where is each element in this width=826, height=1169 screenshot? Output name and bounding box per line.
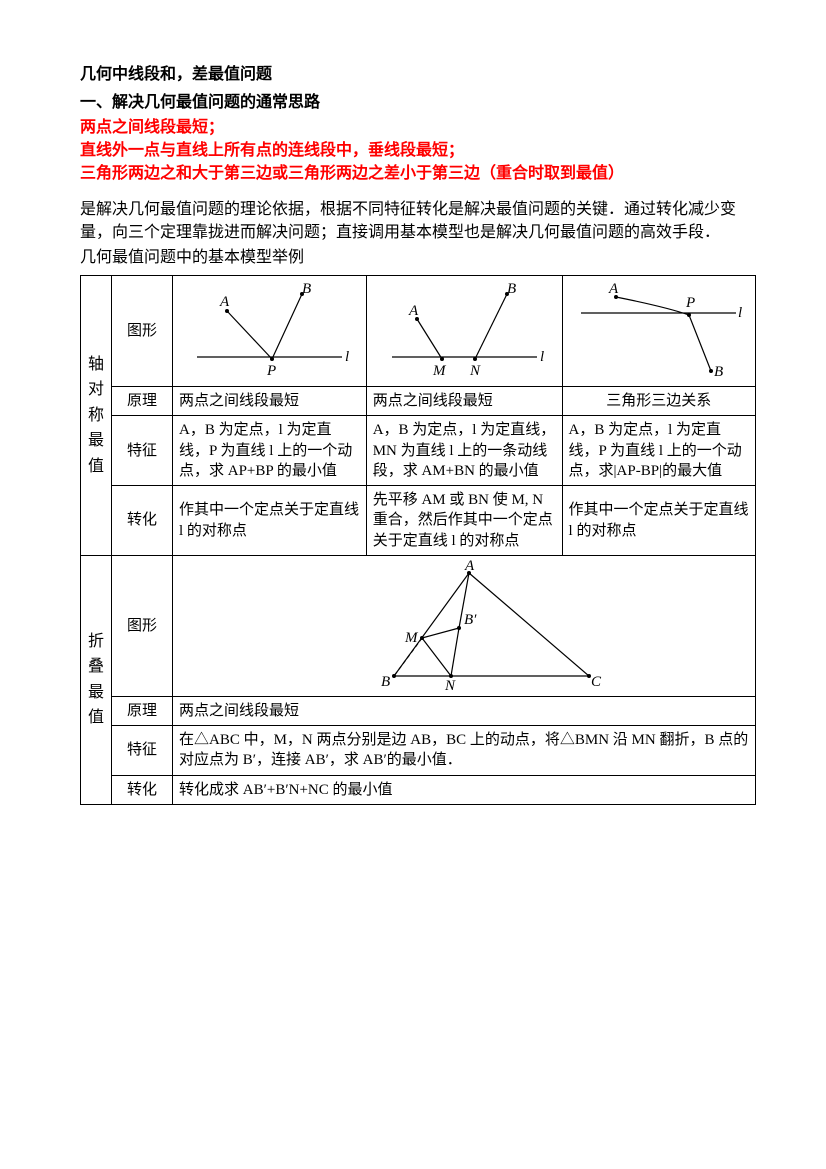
svg-text:M: M <box>404 630 419 646</box>
svg-text:A: A <box>608 281 619 297</box>
paragraph-1: 是解决几何最值问题的理论依据，根据不同特征转化是解决最值问题的关键．通过转化减少… <box>80 198 756 244</box>
fig2-cell: A B M N l <box>366 276 562 387</box>
svg-text:M: M <box>432 363 447 379</box>
svg-text:A: A <box>408 303 419 319</box>
axis-principle-2: 两点之间线段最短 <box>366 387 562 416</box>
paragraph-2: 几何最值问题中的基本模型举例 <box>80 246 756 269</box>
svg-text:B: B <box>714 364 723 380</box>
svg-text:B: B <box>507 281 516 297</box>
svg-text:P: P <box>685 295 695 311</box>
label-fold-fig: 图形 <box>112 555 173 696</box>
row-fold-feature: 特征 在△ABC 中，M，N 两点分别是边 AB，BC 上的动点，将△BMN 沿… <box>81 726 756 776</box>
vheader-axis: 轴 对 称 最 值 <box>81 276 112 556</box>
svg-text:B: B <box>381 674 390 690</box>
fig3-svg: A P B l <box>571 279 746 384</box>
axis-principle-1: 两点之间线段最短 <box>173 387 367 416</box>
row-axis-transform: 转化 作其中一个定点关于定直线 l 的对称点 先平移 AM 或 BN 使 M, … <box>81 486 756 556</box>
page-root: 几何中线段和，差最值问题 一、解决几何最值问题的通常思路 两点之间线段最短； 直… <box>0 0 826 865</box>
axis-feature-1: A，B 为定点，l 为定直线，P 为直线 l 上的一个动点，求 AP+BP 的最… <box>173 416 367 486</box>
label-fold-transform: 转化 <box>112 775 173 804</box>
row-fold-principle: 原理 两点之间线段最短 <box>81 696 756 725</box>
svg-text:B: B <box>302 281 311 297</box>
vh2c: 最 <box>83 680 109 706</box>
vh2d: 值 <box>83 705 109 731</box>
main-title: 几何中线段和，差最值问题 <box>80 60 756 84</box>
svg-text:A: A <box>219 294 230 310</box>
axis-principle-3: 三角形三边关系 <box>562 387 755 416</box>
svg-text:l: l <box>738 305 742 321</box>
label-fold-principle: 原理 <box>112 696 173 725</box>
fig3-cell: A P B l <box>562 276 755 387</box>
svg-text:A: A <box>464 558 475 574</box>
fig1-svg: A B P l <box>182 279 357 384</box>
svg-text:B′: B′ <box>464 612 477 628</box>
row-axis-fig: 轴 对 称 最 值 图形 A <box>81 276 756 387</box>
fold-feature: 在△ABC 中，M，N 两点分别是边 AB，BC 上的动点，将△BMN 沿 MN… <box>173 726 756 776</box>
row-fold-fig: 折 叠 最 值 图形 <box>81 555 756 696</box>
vh1a: 轴 <box>83 352 109 378</box>
label-fold-feature: 特征 <box>112 726 173 776</box>
fold-principle: 两点之间线段最短 <box>173 696 756 725</box>
axis-feature-3: A，B 为定点，l 为定直线，P 为直线 l 上的一个动点，求|AP-BP|的最… <box>562 416 755 486</box>
vh1c: 称 <box>83 403 109 429</box>
fold-transform: 转化成求 AB′+B′N+NC 的最小值 <box>173 775 756 804</box>
red-line-3: 三角形两边之和大于第三边或三角形两边之差小于第三边（重合时取到最值） <box>80 162 756 185</box>
axis-transform-2: 先平移 AM 或 BN 使 M, N 重合，然后作其中一个定点关于定直线 l 的… <box>366 486 562 556</box>
vh2a: 折 <box>83 629 109 655</box>
vheader-fold: 折 叠 最 值 <box>81 555 112 804</box>
svg-text:N: N <box>444 678 456 693</box>
svg-text:l: l <box>540 349 544 365</box>
svg-text:C: C <box>591 674 602 690</box>
label-axis-transform: 转化 <box>112 486 173 556</box>
fig4-cell: A B C M N B′ <box>173 555 756 696</box>
fig4-svg: A B C M N B′ <box>299 558 629 693</box>
axis-transform-1: 作其中一个定点关于定直线 l 的对称点 <box>173 486 367 556</box>
models-table: 轴 对 称 最 值 图形 A <box>80 275 756 805</box>
vh1e: 值 <box>83 454 109 480</box>
row-axis-principle: 原理 两点之间线段最短 两点之间线段最短 三角形三边关系 <box>81 387 756 416</box>
axis-transform-3: 作其中一个定点关于定直线 l 的对称点 <box>562 486 755 556</box>
row-fold-transform: 转化 转化成求 AB′+B′N+NC 的最小值 <box>81 775 756 804</box>
label-axis-feature: 特征 <box>112 416 173 486</box>
vh1b: 对 <box>83 377 109 403</box>
section-1-heading: 一、解决几何最值问题的通常思路 <box>80 88 756 112</box>
red-line-2: 直线外一点与直线上所有点的连线段中，垂线段最短； <box>80 139 756 162</box>
svg-text:l: l <box>345 349 349 365</box>
svg-text:P: P <box>266 363 276 379</box>
label-axis-fig: 图形 <box>112 276 173 387</box>
svg-text:N: N <box>469 363 481 379</box>
fig2-svg: A B M N l <box>377 279 552 384</box>
fig1-cell: A B P l <box>173 276 367 387</box>
row-axis-feature: 特征 A，B 为定点，l 为定直线，P 为直线 l 上的一个动点，求 AP+BP… <box>81 416 756 486</box>
vh2b: 叠 <box>83 654 109 680</box>
axis-feature-2: A，B 为定点，l 为定直线，MN 为直线 l 上的一条动线段，求 AM+BN … <box>366 416 562 486</box>
vh1d: 最 <box>83 428 109 454</box>
label-axis-principle: 原理 <box>112 387 173 416</box>
red-line-1: 两点之间线段最短； <box>80 116 756 139</box>
